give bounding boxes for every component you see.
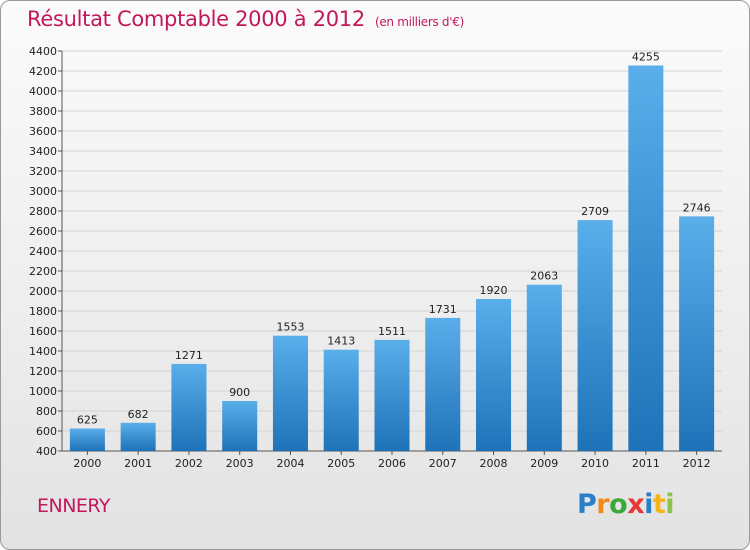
y-tick-label: 3800 [29,105,57,118]
bar-2004 [272,335,308,451]
bar-2003 [222,401,258,451]
y-tick-label: 4000 [29,85,57,98]
x-tick-label: 2009 [530,457,558,470]
y-tick-label: 400 [36,445,57,458]
y-tick-label: 4400 [29,45,57,58]
value-label: 1271 [175,349,203,362]
bar-2010 [577,220,613,451]
y-tick-label: 3200 [29,165,57,178]
value-labels: 625 682 1271 900 1553 1413 1511 1731 1920 2063 270… [77,51,711,427]
y-tick-label: 3600 [29,125,57,138]
bars [69,65,715,451]
x-tick-label: 2003 [226,457,254,470]
y-tick-label: 1200 [29,365,57,378]
logo-letter: r [596,489,610,520]
logo-letter: P [577,489,597,520]
value-label: 900 [229,386,250,399]
chart-title-text: Résultat Comptable 2000 à 2012 [27,7,365,31]
logo-letter: i [665,489,675,520]
chart-subtitle: (en milliers d'€) [374,15,464,29]
bar-2000 [69,428,105,451]
bar-2009 [526,284,562,451]
x-tick-label: 2001 [124,457,152,470]
value-label: 682 [128,408,149,421]
y-tick-label: 2600 [29,225,57,238]
x-tick-label: 2006 [378,457,406,470]
chart-title: Résultat Comptable 2000 à 2012 (en millie… [27,7,464,31]
logo-letter: o [609,489,628,520]
y-tick-label: 1600 [29,325,57,338]
y-tick-label: 1400 [29,345,57,358]
x-tick-label: 2012 [683,457,711,470]
x-tick-label: 2002 [175,457,203,470]
value-label: 1413 [327,335,355,348]
x-tick-label: 2007 [429,457,457,470]
bar-2008 [476,299,512,451]
y-tick-label: 4200 [29,65,57,78]
x-tick-label: 2000 [73,457,101,470]
bar-2002 [171,363,207,451]
y-tick-label: 600 [36,425,57,438]
bar-2005 [323,349,359,451]
y-tick-label: 1000 [29,385,57,398]
value-label: 2709 [581,205,609,218]
value-label: 1920 [480,284,508,297]
y-tick-label: 2200 [29,265,57,278]
location-label: ENNERY [37,495,111,517]
value-label: 2063 [530,270,558,283]
x-tick-label: 2005 [327,457,355,470]
value-label: 1511 [378,325,406,338]
value-label: 625 [77,414,98,427]
y-tick-label: 1800 [29,305,57,318]
x-tick-label: 2004 [276,457,304,470]
y-tick-label: 800 [36,405,57,418]
bar-2011 [628,65,664,451]
value-label: 1731 [429,303,457,316]
x-tick-label: 2010 [581,457,609,470]
logo-letter: t [652,489,666,520]
bar-2006 [374,339,410,451]
bar-2007 [425,317,461,451]
value-label: 1553 [276,321,304,334]
logo-letter: x [627,489,645,520]
value-label: 4255 [632,51,660,64]
y-tick-label: 2800 [29,205,57,218]
proxiti-logo[interactable]: Proxiti [577,489,675,520]
bar-2012 [679,216,715,451]
bar-2001 [120,422,156,451]
y-tick-label: 3000 [29,185,57,198]
logo-letter: i [644,489,653,520]
y-tick-label: 2000 [29,285,57,298]
x-tick-label: 2011 [632,457,660,470]
x-tick-label: 2008 [480,457,508,470]
y-tick-label: 2400 [29,245,57,258]
y-tick-label: 3400 [29,145,57,158]
value-label: 2746 [683,201,711,214]
